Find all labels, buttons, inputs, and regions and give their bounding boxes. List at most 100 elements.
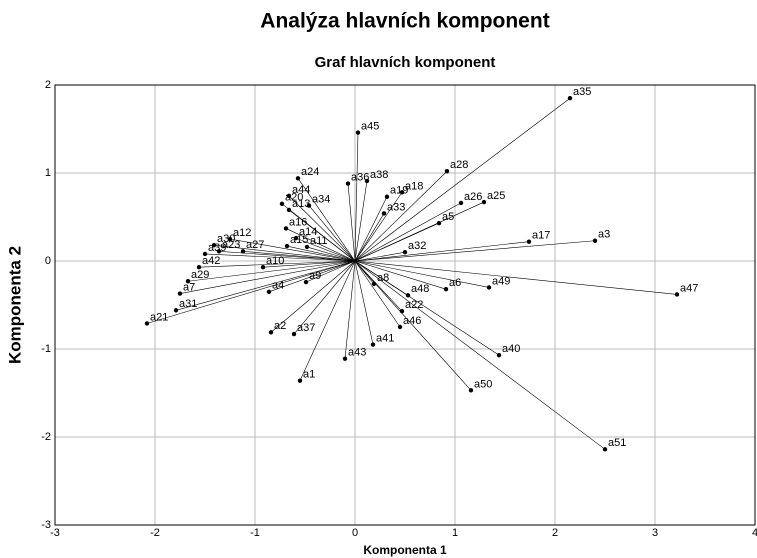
loading-line [354,201,485,262]
point-label: a36 [351,171,369,183]
chart-title: Analýza hlavních komponent [260,10,549,33]
point-label: a19 [390,185,408,197]
point [279,201,285,206]
loading-line [354,240,596,262]
point-label: a6 [449,277,461,289]
point [399,190,405,195]
loading-line [354,213,385,262]
point [202,251,208,257]
point [284,243,290,249]
point-label: a33 [387,201,405,213]
loading-line [198,260,356,268]
point [291,331,297,337]
loading-line [354,196,388,262]
point [384,194,390,199]
point [496,352,502,358]
point-label: a1 [303,369,315,381]
point-label: a46 [403,315,421,327]
loading-line [354,192,403,262]
loading-line [187,260,356,282]
loading-line [288,195,356,262]
point [405,293,411,298]
loading-line [354,260,678,295]
point [481,199,487,205]
point [144,321,150,326]
point [260,264,266,270]
loading-line [229,238,356,262]
point-label: a34 [312,193,330,205]
point-label: a45 [361,120,379,132]
point [283,226,289,231]
point [303,279,309,285]
point [268,330,274,335]
loading-line [354,97,571,262]
point [240,249,246,254]
loading-line [354,260,606,450]
loading-line [281,203,356,262]
point-label: a37 [297,322,315,334]
point-label: a40 [502,343,520,355]
loading-line [268,260,356,293]
point-label: a26 [464,191,482,203]
loading-line [175,260,356,311]
point-label: a18 [405,180,423,192]
point [185,279,191,284]
loading-line [354,260,401,328]
loading-line [354,202,462,262]
point [286,193,292,199]
point [486,285,492,290]
x-tick-label: -3 [50,527,60,539]
point-label: a50 [474,378,492,390]
point-label: a13 [292,198,310,210]
point-label: a24 [301,166,319,178]
point-label: a29 [191,269,209,281]
point-label: a4 [272,280,284,292]
point-label: a23 [222,239,240,251]
loading-line [293,260,356,335]
point [444,169,450,174]
y-tick-label: 2 [45,79,51,91]
loading-line [347,183,356,262]
point-label: a17 [532,230,550,242]
y-tick-label: 1 [45,167,51,179]
point-label: a3 [598,229,610,241]
loading-line [285,228,356,262]
loading-line [354,260,409,296]
point-label: a8 [377,272,389,284]
point [381,211,387,216]
loading-line [308,205,356,262]
loading-line [354,241,530,262]
loading-line [354,132,359,262]
loading-line [306,246,356,262]
point-label: a35 [573,86,591,98]
point [342,356,348,361]
point [364,178,370,184]
loading-line [204,253,356,262]
point-label: a31 [179,298,197,310]
point [397,324,403,330]
point-label: a5 [442,211,454,223]
point-label: a43 [348,347,366,359]
y-tick-label: 0 [45,255,51,267]
x-tick-label: 0 [352,527,358,539]
x-tick-label: 2 [552,527,558,539]
x-tick-label: -2 [150,527,160,539]
point-label: a42 [202,255,220,267]
x-tick-label: 3 [652,527,658,539]
loading-line [354,251,406,262]
point-label: a27 [246,239,264,251]
point-label: a48 [411,283,429,295]
loading-line [213,244,356,262]
x-axis-label: Komponenta 1 [363,543,447,557]
point [602,447,608,452]
x-tick-label: -1 [250,527,260,539]
point [266,289,272,294]
point-label: a47 [680,282,698,294]
plot-frame [54,84,756,526]
point [293,235,299,241]
point [402,250,408,255]
point [567,96,573,101]
point-label: a30 [217,233,235,245]
point [173,308,179,313]
